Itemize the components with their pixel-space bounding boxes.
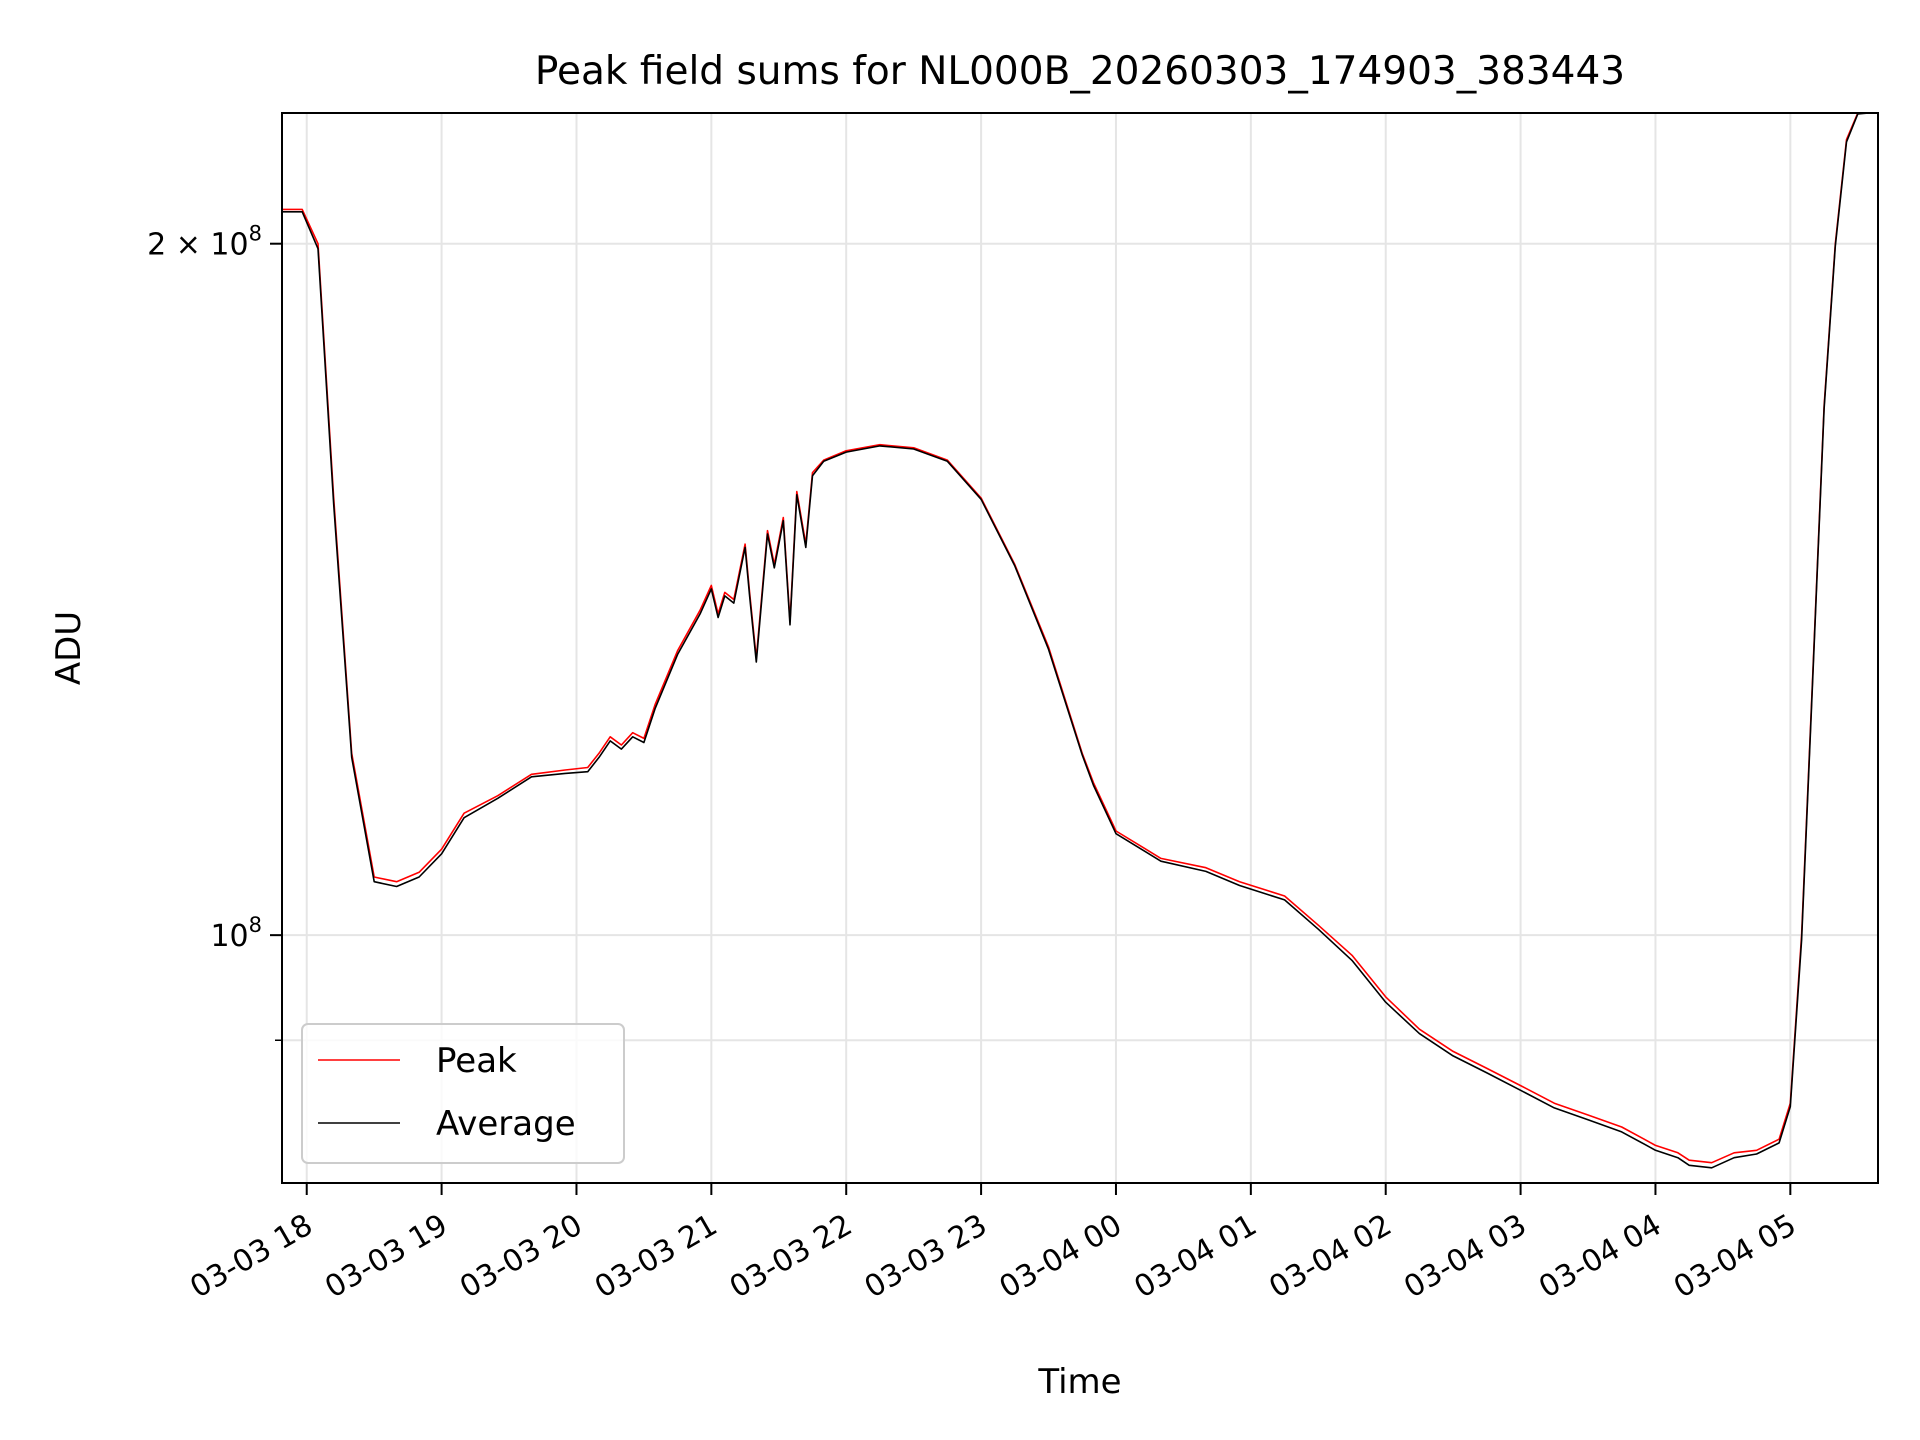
legend-label-peak: Peak xyxy=(436,1041,517,1081)
y-tick-label: 108 xyxy=(210,913,262,954)
plot-area xyxy=(282,113,1878,1169)
series-line-peak xyxy=(282,113,1878,1164)
legend-label-average: Average xyxy=(436,1104,576,1144)
grid xyxy=(282,113,1878,1183)
legend-box xyxy=(301,1023,625,1164)
x-axis-label: Time xyxy=(1037,1362,1121,1402)
y-axis-ticks: 2 × 108 108 xyxy=(147,222,282,1042)
chart-title: Peak field sums for NL000B_20260303_1749… xyxy=(535,49,1625,94)
series-line-average xyxy=(282,113,1878,1169)
y-axis-label: ADU xyxy=(49,611,89,685)
y-tick-label: 2 × 108 xyxy=(147,222,262,263)
series-lines xyxy=(282,113,1878,1169)
plot-frame xyxy=(281,112,1879,1184)
legend: Peak Average xyxy=(301,1023,625,1164)
